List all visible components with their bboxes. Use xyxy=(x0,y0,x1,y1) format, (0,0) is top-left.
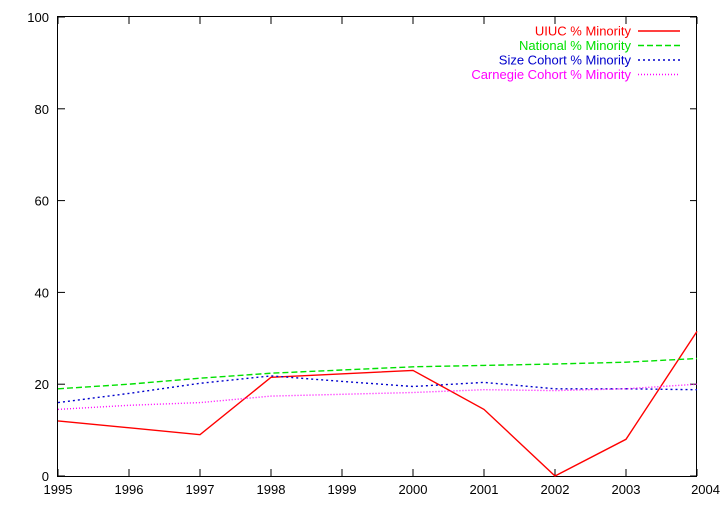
x-tick-label: 1997 xyxy=(186,482,215,497)
x-tick-label: 2003 xyxy=(612,482,641,497)
y-tick-label: 100 xyxy=(27,10,49,25)
legend-label-size-cohort-pct-minority: Size Cohort % Minority xyxy=(499,53,632,68)
y-tick-label: 40 xyxy=(35,285,49,300)
y-tick-label: 60 xyxy=(35,194,49,209)
series-layer xyxy=(58,331,697,476)
y-tick-label: 80 xyxy=(35,102,49,117)
x-tick-label: 2001 xyxy=(470,482,499,497)
x-tick-label: 2004 xyxy=(691,482,720,497)
x-tick-label: 1999 xyxy=(328,482,357,497)
legend-label-national-pct-minority: National % Minority xyxy=(519,38,631,53)
x-tick-label: 2002 xyxy=(541,482,570,497)
y-tick-label: 20 xyxy=(35,377,49,392)
x-tick-label: 1998 xyxy=(257,482,286,497)
x-tick-label: 2000 xyxy=(399,482,428,497)
legend-label-carnegie-cohort-pct-minority: Carnegie Cohort % Minority xyxy=(471,67,631,82)
x-tick-label: 1996 xyxy=(115,482,144,497)
x-tick-label: 1995 xyxy=(44,482,73,497)
legend-label-uiuc-pct-minority: UIUC % Minority xyxy=(535,24,632,39)
series-line-carnegie-cohort-pct-minority xyxy=(58,384,697,409)
plot-frame xyxy=(58,17,697,477)
